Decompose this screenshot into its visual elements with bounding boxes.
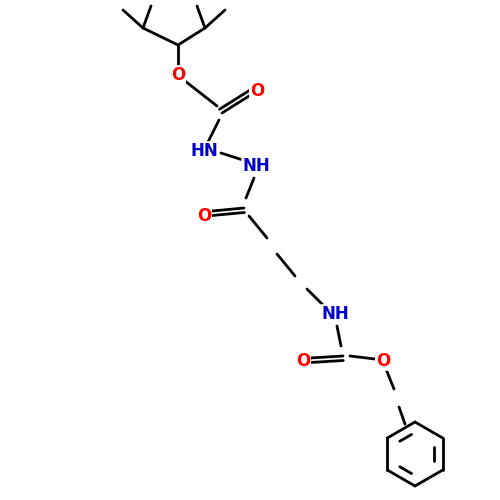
Text: O: O xyxy=(197,207,211,225)
Text: O: O xyxy=(250,82,264,100)
Text: O: O xyxy=(376,352,390,370)
Text: HN: HN xyxy=(190,142,218,160)
Text: O: O xyxy=(171,66,185,84)
Text: NH: NH xyxy=(321,305,349,323)
Text: O: O xyxy=(296,352,310,370)
Text: NH: NH xyxy=(242,157,270,175)
